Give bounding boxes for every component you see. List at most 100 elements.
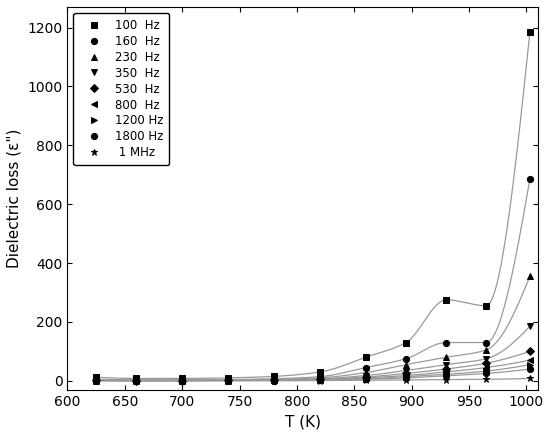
 1 MHz xyxy=(93,378,99,383)
530  Hz xyxy=(363,375,369,380)
 1 MHz xyxy=(225,378,231,383)
800  Hz xyxy=(133,378,140,383)
350  Hz xyxy=(483,356,490,361)
Line: 800  Hz: 800 Hz xyxy=(93,357,533,384)
100  Hz xyxy=(317,369,323,375)
1200 Hz xyxy=(225,378,231,383)
530  Hz xyxy=(270,377,277,382)
1800 Hz xyxy=(179,378,185,383)
350  Hz xyxy=(317,376,323,382)
100  Hz xyxy=(133,376,140,381)
160  Hz xyxy=(179,377,185,382)
100  Hz xyxy=(179,376,185,381)
160  Hz xyxy=(317,374,323,379)
 1 MHz xyxy=(317,378,323,383)
Line: 100  Hz: 100 Hz xyxy=(93,29,533,382)
 1 MHz xyxy=(270,378,277,383)
Line: 160  Hz: 160 Hz xyxy=(93,176,533,383)
230  Hz xyxy=(133,378,140,383)
100  Hz xyxy=(443,297,449,303)
350  Hz xyxy=(527,324,533,329)
1200 Hz xyxy=(483,368,490,374)
230  Hz xyxy=(443,354,449,360)
Line: 350  Hz: 350 Hz xyxy=(93,323,533,384)
1800 Hz xyxy=(133,378,140,383)
Legend: 100  Hz, 160  Hz, 230  Hz, 350  Hz, 530  Hz, 800  Hz, 1200 Hz, 1800 Hz,  1 MHz: 100 Hz, 160 Hz, 230 Hz, 350 Hz, 530 Hz, … xyxy=(73,13,169,165)
1800 Hz xyxy=(270,378,277,383)
530  Hz xyxy=(133,378,140,383)
530  Hz xyxy=(443,366,449,371)
100  Hz xyxy=(402,340,409,345)
800  Hz xyxy=(270,378,277,383)
160  Hz xyxy=(363,365,369,370)
800  Hz xyxy=(93,378,99,383)
 1 MHz xyxy=(402,377,409,382)
350  Hz xyxy=(363,373,369,378)
Line: 1200 Hz: 1200 Hz xyxy=(93,361,533,384)
800  Hz xyxy=(225,378,231,383)
160  Hz xyxy=(133,377,140,382)
1200 Hz xyxy=(443,372,449,377)
160  Hz xyxy=(443,340,449,345)
230  Hz xyxy=(225,377,231,382)
160  Hz xyxy=(527,177,533,182)
530  Hz xyxy=(483,361,490,366)
 1 MHz xyxy=(363,378,369,383)
100  Hz xyxy=(225,375,231,381)
1800 Hz xyxy=(93,378,99,383)
800  Hz xyxy=(402,373,409,378)
1800 Hz xyxy=(225,378,231,383)
350  Hz xyxy=(93,378,99,383)
530  Hz xyxy=(402,371,409,376)
 1 MHz xyxy=(483,377,490,382)
Line: 230  Hz: 230 Hz xyxy=(93,273,533,383)
100  Hz xyxy=(93,375,99,380)
1800 Hz xyxy=(527,366,533,371)
160  Hz xyxy=(93,377,99,382)
800  Hz xyxy=(527,358,533,363)
230  Hz xyxy=(483,347,490,353)
 1 MHz xyxy=(527,376,533,381)
230  Hz xyxy=(270,377,277,382)
1200 Hz xyxy=(527,362,533,367)
230  Hz xyxy=(317,375,323,381)
350  Hz xyxy=(179,378,185,383)
530  Hz xyxy=(93,378,99,383)
 1 MHz xyxy=(179,378,185,383)
230  Hz xyxy=(363,370,369,375)
800  Hz xyxy=(179,378,185,383)
800  Hz xyxy=(483,365,490,370)
Line: 530  Hz: 530 Hz xyxy=(93,348,533,384)
100  Hz xyxy=(363,354,369,360)
1800 Hz xyxy=(443,373,449,378)
530  Hz xyxy=(317,377,323,382)
 1 MHz xyxy=(443,377,449,382)
160  Hz xyxy=(270,376,277,382)
Line: 1800 Hz: 1800 Hz xyxy=(93,366,533,384)
1200 Hz xyxy=(179,378,185,383)
1200 Hz xyxy=(363,376,369,382)
Line:  1 MHz: 1 MHz xyxy=(93,375,533,384)
230  Hz xyxy=(93,377,99,382)
 1 MHz xyxy=(133,378,140,383)
160  Hz xyxy=(483,340,490,345)
530  Hz xyxy=(527,349,533,354)
100  Hz xyxy=(270,374,277,379)
800  Hz xyxy=(443,369,449,375)
1800 Hz xyxy=(483,371,490,376)
230  Hz xyxy=(179,378,185,383)
1200 Hz xyxy=(317,377,323,382)
230  Hz xyxy=(527,274,533,279)
1200 Hz xyxy=(270,378,277,383)
1200 Hz xyxy=(402,374,409,379)
160  Hz xyxy=(402,356,409,361)
530  Hz xyxy=(225,378,231,383)
530  Hz xyxy=(179,378,185,383)
100  Hz xyxy=(527,29,533,34)
100  Hz xyxy=(483,303,490,308)
350  Hz xyxy=(443,362,449,367)
1200 Hz xyxy=(93,378,99,383)
1800 Hz xyxy=(402,375,409,381)
800  Hz xyxy=(363,375,369,381)
350  Hz xyxy=(402,368,409,373)
